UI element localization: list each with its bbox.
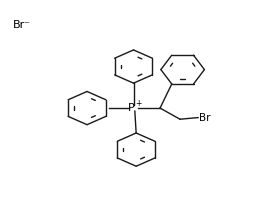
Text: +: +: [135, 99, 142, 108]
Text: P: P: [127, 103, 134, 113]
Text: Br⁻: Br⁻: [13, 20, 31, 30]
Text: Br: Br: [199, 113, 210, 123]
